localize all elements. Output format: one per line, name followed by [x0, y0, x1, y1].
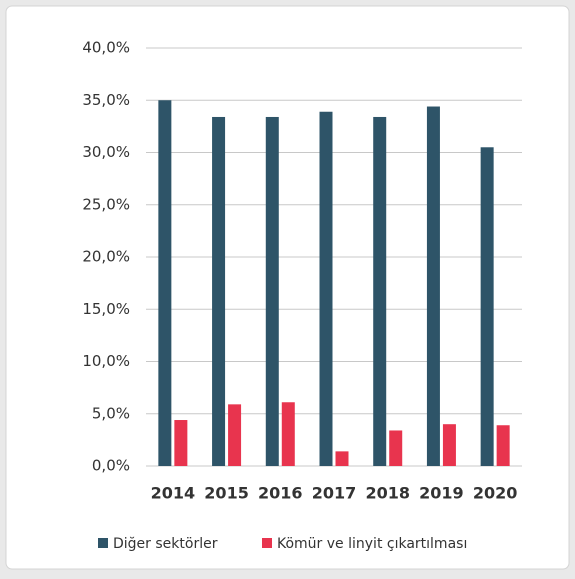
x-tick-label: 2017 — [312, 484, 357, 503]
y-tick-label: 30,0% — [82, 143, 130, 161]
x-tick-label: 2014 — [151, 484, 196, 503]
y-tick-label: 5,0% — [92, 404, 130, 422]
y-tick-label: 0,0% — [92, 457, 130, 475]
x-tick-label: 2020 — [473, 484, 518, 503]
legend-label: Kömür ve linyit çıkartılması — [277, 536, 467, 552]
y-tick-label: 25,0% — [82, 195, 130, 213]
x-tick-label: 2019 — [419, 484, 464, 503]
y-tick-label: 40,0% — [82, 39, 130, 57]
x-tick-label: 2016 — [258, 484, 303, 503]
bar — [174, 420, 188, 466]
bar — [480, 147, 494, 466]
y-tick-label: 15,0% — [82, 300, 130, 318]
bar — [496, 425, 510, 466]
bar — [319, 111, 333, 467]
x-tick-label: 2018 — [365, 484, 410, 503]
bar — [442, 424, 456, 466]
legend-swatch — [262, 538, 272, 548]
bar — [335, 451, 349, 466]
bar — [158, 100, 172, 466]
bar — [281, 402, 295, 466]
legend-swatch — [98, 538, 108, 548]
legend-label: Diğer sektörler — [113, 536, 218, 552]
x-tick-label: 2015 — [204, 484, 249, 503]
bar — [212, 116, 226, 466]
bar — [265, 116, 279, 466]
y-tick-label: 20,0% — [82, 248, 130, 266]
y-tick-label: 35,0% — [82, 91, 130, 109]
bar — [228, 404, 242, 466]
bar — [426, 106, 440, 467]
bar — [373, 116, 387, 466]
y-tick-label: 10,0% — [82, 352, 130, 370]
bar — [389, 430, 403, 466]
